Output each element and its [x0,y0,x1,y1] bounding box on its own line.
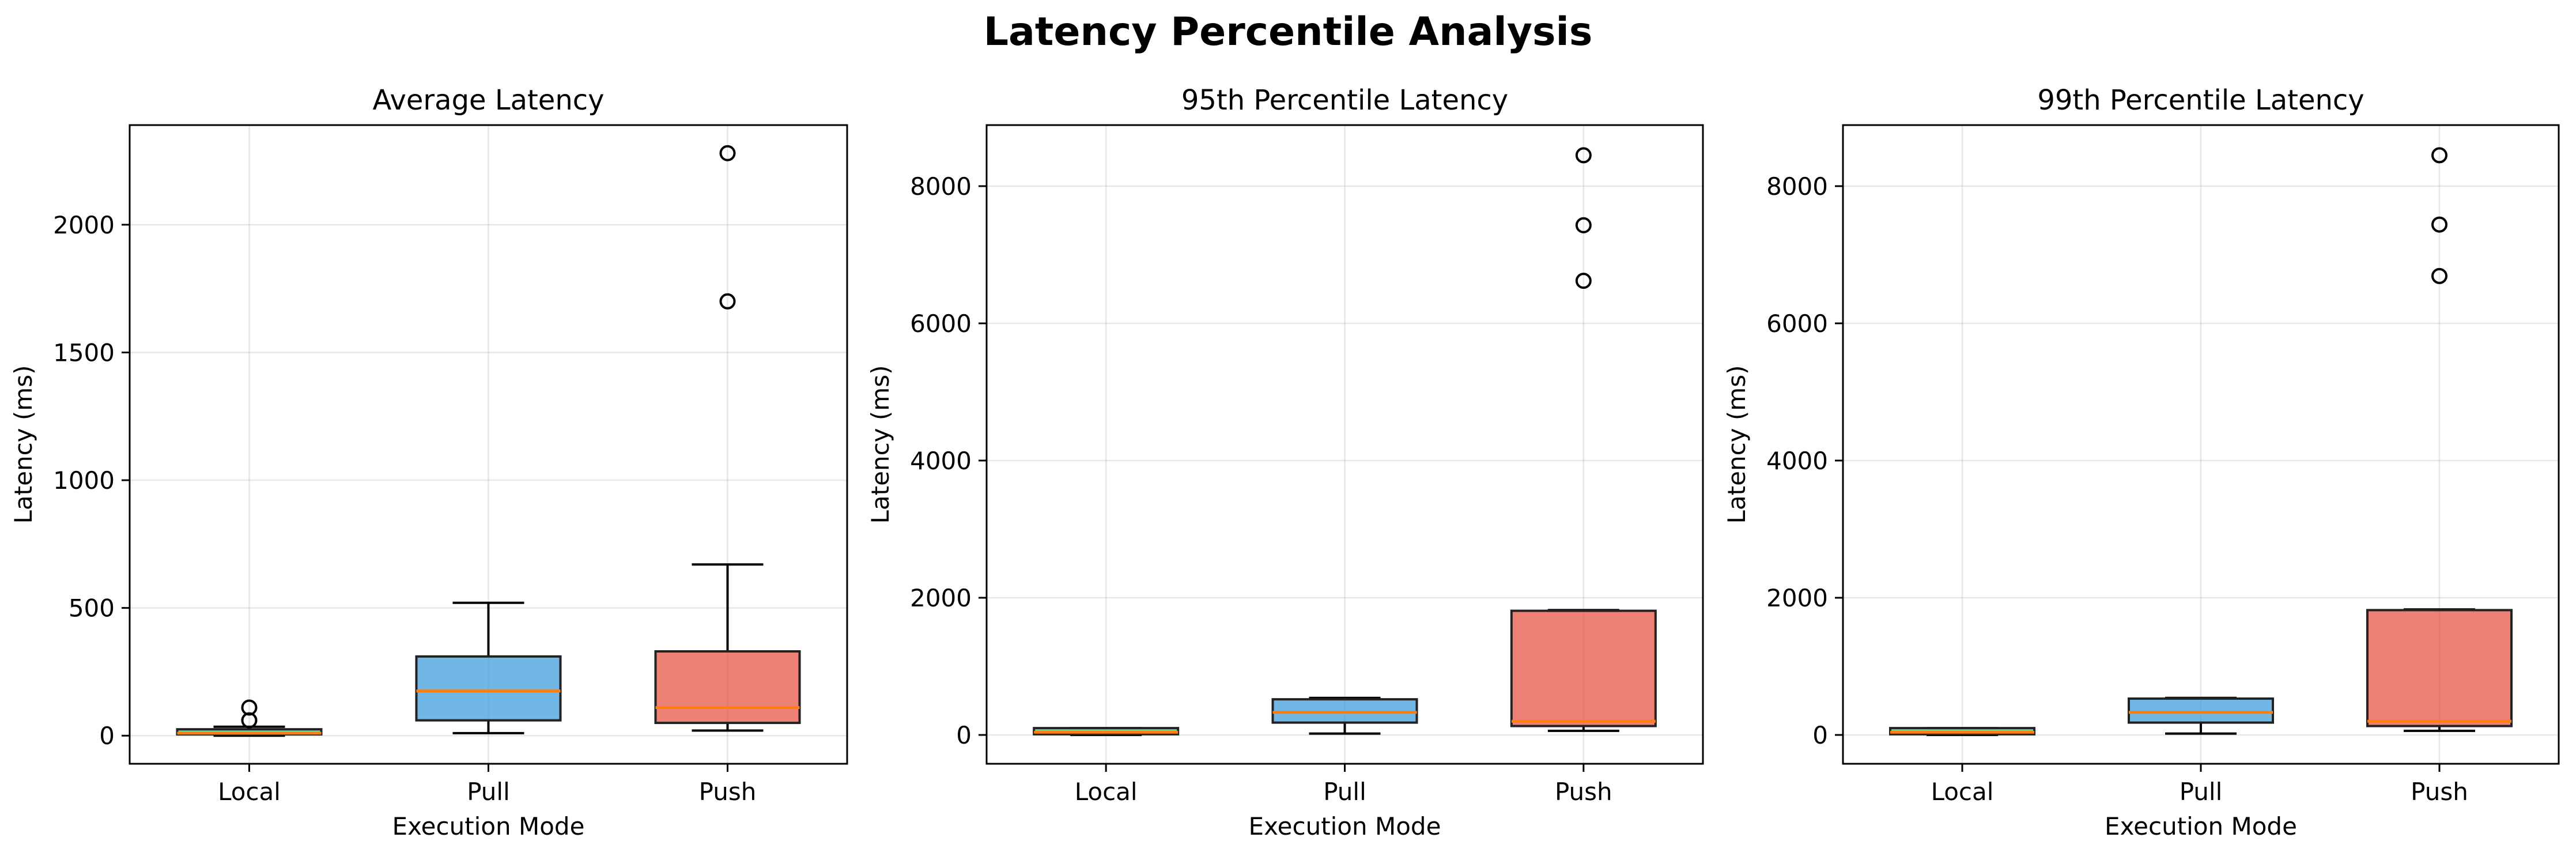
y-tick-label: 1500 [53,338,115,367]
box-local [1033,727,1180,737]
box-body [2366,609,2513,727]
y-tick-label: 0 [1812,721,1828,749]
box-body [654,650,801,725]
y-tick-label: 6000 [1766,310,1828,338]
y-tick-label: 4000 [910,447,972,475]
x-tick-label: Pull [2180,778,2223,806]
y-axis-label: Latency (ms) [866,365,894,524]
x-tick-label: Push [1555,778,1612,806]
y-tick-label: 500 [69,594,115,623]
box-pull [2128,696,2274,735]
x-axis-label: Execution Mode [2105,812,2297,840]
subplot-title: 95th Percentile Latency [1181,84,1508,116]
box-push [654,145,801,732]
y-axis-label: Latency (ms) [1723,365,1751,524]
outlier-point [1575,217,1592,233]
box-pull [415,601,562,734]
x-tick-label: Local [218,778,281,806]
y-tick-label: 6000 [910,310,972,338]
box-local [1889,727,2035,737]
y-tick-label: 2000 [53,211,115,239]
x-axis-label: Execution Mode [1249,812,1441,840]
outlier-point [719,145,736,161]
box-push [2366,147,2513,732]
outlier-point [2431,216,2447,233]
x-tick-label: Push [699,778,757,806]
chart-panel-2: 0 2000 4000 6000 8000 Local Pull Push 95th Perce… [866,84,1704,840]
outlier-point [2431,267,2447,284]
chart-panel-1: 0 500 1000 1500 2000 Local Pull Push Average Lat… [9,84,848,840]
box-push [1510,147,1657,732]
box-body [415,655,562,722]
box-body [2128,697,2274,724]
outlier-point [2431,147,2447,164]
y-tick-label: 1000 [53,466,115,495]
subplot-title: Average Latency [372,84,604,116]
y-tick-label: 8000 [910,172,972,201]
outlier-point [1575,147,1592,164]
box-local [176,699,323,737]
figure-title: Latency Percentile Analysis [984,9,1593,55]
box-pull [1271,696,1418,735]
x-tick-label: Local [1931,778,1994,806]
outlier-point [241,699,258,716]
y-tick-label: 2000 [910,584,972,612]
subplot-title: 99th Percentile Latency [2037,84,2364,116]
y-tick-label: 8000 [1766,172,1828,201]
x-tick-label: Pull [1323,778,1366,806]
x-axis-label: Execution Mode [392,812,585,840]
y-tick-label: 0 [99,722,115,750]
box-body [1510,609,1657,727]
x-tick-label: Local [1075,778,1138,806]
x-tick-label: Pull [467,778,510,806]
x-tick-label: Push [2411,778,2468,806]
outlier-point [1575,273,1592,289]
outlier-point [719,293,736,310]
chart-panel-3: 0 2000 4000 6000 8000 Local Pull Push 99th Perce… [1723,84,2560,840]
y-tick-label: 0 [956,721,972,749]
y-axis-label: Latency (ms) [9,365,37,524]
y-tick-label: 4000 [1766,447,1828,475]
y-tick-label: 2000 [1766,584,1828,612]
panels: 0 500 1000 1500 2000 Local Pull Push Average Lat… [9,84,2560,840]
